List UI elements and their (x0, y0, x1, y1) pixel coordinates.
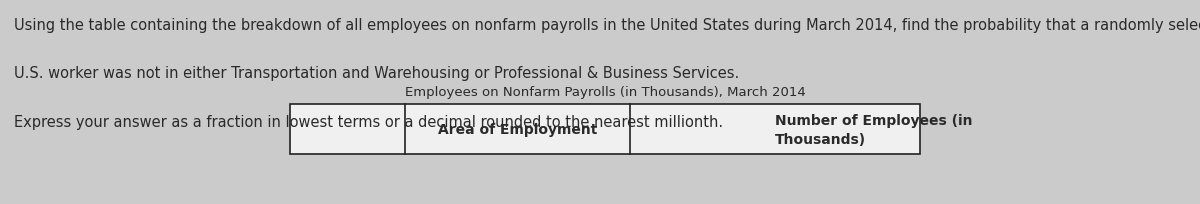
Text: Number of Employees (in: Number of Employees (in (775, 113, 972, 127)
Text: Express your answer as a fraction in lowest terms or a decimal rounded to the ne: Express your answer as a fraction in low… (14, 114, 724, 129)
Text: U.S. worker was not in either Transportation and Warehousing or Professional & B: U.S. worker was not in either Transporta… (14, 65, 739, 80)
Bar (290, 104, 920, 154)
Text: Area of Employment: Area of Employment (438, 122, 598, 136)
Text: Thousands): Thousands) (775, 132, 866, 146)
Text: Employees on Nonfarm Payrolls (in Thousands), March 2014: Employees on Nonfarm Payrolls (in Thousa… (404, 86, 805, 99)
Text: Using the table containing the breakdown of all employees on nonfarm payrolls in: Using the table containing the breakdown… (14, 18, 1200, 33)
